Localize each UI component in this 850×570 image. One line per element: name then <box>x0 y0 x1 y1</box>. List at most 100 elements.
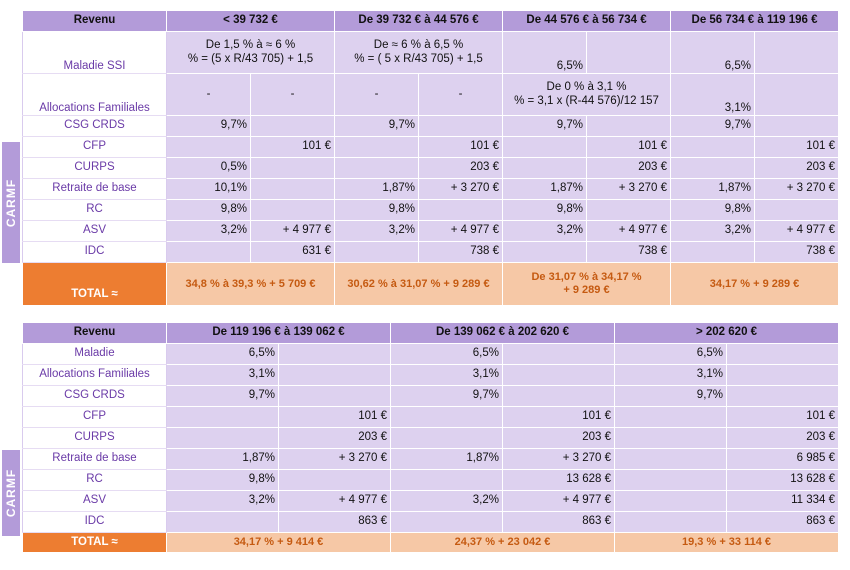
header-bracket-5: De 119 196 € à 139 062 € <box>166 322 391 344</box>
row-label: ASV <box>22 220 167 242</box>
header-bracket-2: De 39 732 € à 44 576 € <box>334 10 503 32</box>
row-label: CURPS <box>22 427 167 449</box>
cell-retraite-b4-fixed: + 3 270 € <box>753 178 840 200</box>
cell-retraite-b7: 6 985 € <box>726 448 840 470</box>
row-cfp: CFP 101 € 101 € 101 € 101 € <box>22 136 840 158</box>
row-total: TOTAL ≈ 34,17 % + 9 414 € 24,37 % + 23 0… <box>22 532 840 553</box>
header-bracket-6: De 139 062 € à 202 620 € <box>389 322 616 344</box>
row-asv: ASV 3,2% + 4 977 € 3,2% + 4 977 € 11 334 € <box>22 490 840 512</box>
cell-asv-b2-fixed: + 4 977 € <box>418 220 503 242</box>
cell-asv-b5-fixed: + 4 977 € <box>278 490 391 512</box>
cell-empty <box>390 427 503 449</box>
cell-retraite-b1: 10,1% <box>166 178 251 200</box>
cell-idc-b6: 863 € <box>501 511 616 533</box>
row-retraite: Retraite de base 10,1% 1,87% + 3 270 € 1,… <box>22 178 840 200</box>
cell-empty <box>250 178 335 200</box>
cell-csg-b1: 9,7% <box>166 115 251 137</box>
maladie-b2-line2: % = ( 5 x R/43 705) + 1,5 <box>354 52 483 65</box>
header-bracket-3: De 44 576 € à 56 734 € <box>502 10 671 32</box>
header-bracket-7: > 202 620 € <box>614 322 840 344</box>
cell-maladie-b2: De ≈ 6 % à 6,5 % % = ( 5 x R/43 705) + 1… <box>334 31 503 74</box>
cell-empty <box>726 385 840 407</box>
total-b3-line1: De 31,07 % à 34,17 % <box>531 271 642 284</box>
row-label: RC <box>22 199 167 221</box>
row-label: Retraite de base <box>22 178 167 200</box>
cell-asv-b4-fixed: + 4 977 € <box>753 220 840 242</box>
cell-cfp-b7: 101 € <box>726 406 840 428</box>
row-csg: CSG CRDS 9,7% 9,7% 9,7% 9,7% <box>22 115 840 137</box>
cell-alloc-b5: 3,1% <box>166 364 279 386</box>
cell-empty <box>502 157 587 179</box>
row-label: CFP <box>22 406 167 428</box>
total-label: TOTAL ≈ <box>22 532 167 553</box>
cell-csg-b6: 9,7% <box>390 385 503 407</box>
cell-alloc-b3: De 0 % à 3,1 % % = 3,1 x (R-44 576)/12 1… <box>502 73 671 116</box>
alloc-b3-line1: De 0 % à 3,1 % <box>546 81 627 94</box>
cell-maladie-b7: 6,5% <box>614 343 728 365</box>
cell-curps-b5: 203 € <box>278 427 391 449</box>
cell-idc-b3: 738 € <box>586 241 671 263</box>
cell-empty <box>753 73 840 116</box>
contribution-table-low-income: Revenu < 39 732 € De 39 732 € à 44 576 €… <box>22 10 840 306</box>
row-label: Maladie <box>22 343 167 365</box>
alloc-b3-line2: % = 3,1 x (R-44 576)/12 157 <box>514 94 659 107</box>
cell-empty <box>502 136 587 158</box>
cell-alloc-d2: - <box>250 73 335 116</box>
cell-maladie-b6: 6,5% <box>390 343 503 365</box>
contribution-table-high-income: Revenu De 119 196 € à 139 062 € De 139 0… <box>22 322 840 553</box>
cell-idc-b4: 738 € <box>753 241 840 263</box>
cell-total-b3: De 31,07 % à 34,17 % + 9 289 € <box>502 262 671 306</box>
cell-alloc-d1: - <box>166 73 251 116</box>
cell-curps-b7: 203 € <box>726 427 840 449</box>
cell-cfp-b3: 101 € <box>586 136 671 158</box>
cell-alloc-b7: 3,1% <box>614 364 728 386</box>
row-label: CFP <box>22 136 167 158</box>
total-b3-line2: + 9 289 € <box>563 284 610 296</box>
cell-empty <box>586 31 671 74</box>
cell-idc-b5: 863 € <box>278 511 391 533</box>
cell-empty <box>166 241 251 263</box>
row-retraite: Retraite de base 1,87% + 3 270 € 1,87% + 3… <box>22 448 840 470</box>
row-label: Allocations Familiales <box>22 73 167 116</box>
header-bracket-4: De 56 734 € à 119 196 € <box>669 10 840 32</box>
cell-retraite-b2-fixed: + 3 270 € <box>418 178 503 200</box>
cell-alloc-d3: - <box>334 73 419 116</box>
cell-maladie-b1: De 1,5 % à ≈ 6 % % = (5 x R/43 705) + 1,… <box>166 31 335 74</box>
cell-retraite-b4-pct: 1,87% <box>670 178 755 200</box>
cell-idc-b1: 631 € <box>250 241 335 263</box>
row-label: CURPS <box>22 157 167 179</box>
cell-empty <box>502 241 587 263</box>
cell-csg-b3: 9,7% <box>502 115 587 137</box>
cell-empty <box>614 490 728 512</box>
cell-asv-b3-pct: 3,2% <box>502 220 587 242</box>
cell-empty <box>726 364 840 386</box>
header-revenu: Revenu <box>22 10 167 32</box>
header-revenu: Revenu <box>22 322 167 344</box>
cell-empty <box>334 136 419 158</box>
cell-empty <box>250 115 335 137</box>
cell-empty <box>614 427 728 449</box>
row-cfp: CFP 101 € 101 € 101 € <box>22 406 840 428</box>
row-rc: RC 9,8% 9,8% 9,8% 9,8% <box>22 199 840 221</box>
cell-rc-b5: 9,8% <box>166 469 279 491</box>
cell-cfp-b5: 101 € <box>278 406 391 428</box>
cell-total-b4: 34,17 % + 9 289 € <box>669 262 840 306</box>
row-alloc: Allocations Familiales 3,1% 3,1% 3,1% <box>22 364 840 386</box>
cell-asv-b3-fixed: + 4 977 € <box>586 220 671 242</box>
cell-retraite-b5-pct: 1,87% <box>166 448 279 470</box>
cell-empty <box>670 157 755 179</box>
row-csg: CSG CRDS 9,7% 9,7% 9,7% <box>22 385 840 407</box>
cell-empty <box>278 364 391 386</box>
header-row: Revenu De 119 196 € à 139 062 € De 139 0… <box>22 322 840 344</box>
cell-csg-b5: 9,7% <box>166 385 279 407</box>
cell-total-b5: 34,17 % + 9 414 € <box>166 532 391 553</box>
cell-empty <box>614 448 728 470</box>
cell-curps-b1: 0,5% <box>166 157 251 179</box>
cell-empty <box>501 385 616 407</box>
cell-empty <box>390 469 503 491</box>
cell-empty <box>753 31 840 74</box>
cell-empty <box>390 511 503 533</box>
carmf-label-1: CARMF <box>2 142 20 263</box>
cell-rc-b4: 9,8% <box>670 199 755 221</box>
row-label: RC <box>22 469 167 491</box>
